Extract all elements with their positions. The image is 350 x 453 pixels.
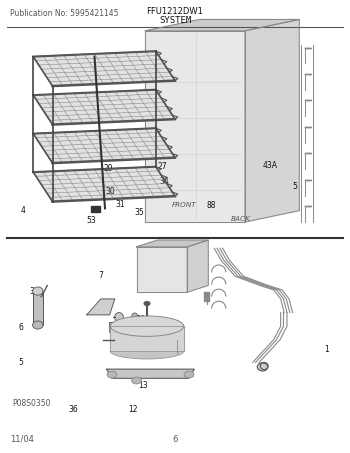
Polygon shape bbox=[33, 128, 175, 163]
Polygon shape bbox=[110, 326, 184, 351]
Polygon shape bbox=[187, 240, 208, 292]
Text: FRONT: FRONT bbox=[172, 202, 196, 207]
Polygon shape bbox=[33, 51, 175, 86]
Text: 5: 5 bbox=[18, 358, 23, 367]
Polygon shape bbox=[33, 167, 175, 202]
Text: 11: 11 bbox=[136, 315, 146, 324]
Polygon shape bbox=[136, 247, 187, 292]
Ellipse shape bbox=[115, 313, 124, 322]
Text: Publication No: 5995421145: Publication No: 5995421145 bbox=[10, 9, 119, 18]
Text: 6: 6 bbox=[18, 323, 23, 332]
Text: 12: 12 bbox=[128, 405, 137, 414]
Text: 88: 88 bbox=[206, 201, 216, 210]
Polygon shape bbox=[107, 369, 194, 378]
Text: 4: 4 bbox=[21, 206, 26, 215]
Text: 6: 6 bbox=[172, 435, 178, 444]
Polygon shape bbox=[87, 299, 115, 315]
Polygon shape bbox=[33, 90, 175, 125]
Text: 3: 3 bbox=[30, 287, 35, 296]
Text: 35: 35 bbox=[135, 208, 145, 217]
Text: 13: 13 bbox=[138, 381, 148, 390]
Text: 5: 5 bbox=[292, 182, 297, 191]
Ellipse shape bbox=[33, 287, 43, 295]
Bar bbox=[33, 291, 43, 325]
Text: 30: 30 bbox=[105, 187, 115, 196]
Text: 29: 29 bbox=[103, 164, 113, 173]
Text: 1: 1 bbox=[324, 345, 329, 354]
Text: 31: 31 bbox=[116, 200, 125, 209]
Text: BACK: BACK bbox=[231, 216, 251, 222]
Polygon shape bbox=[145, 31, 245, 222]
Bar bbox=[204, 292, 209, 301]
Ellipse shape bbox=[110, 343, 184, 359]
Text: 7: 7 bbox=[98, 271, 103, 280]
Text: 43A: 43A bbox=[262, 161, 278, 170]
Bar bbox=[108, 322, 119, 332]
Polygon shape bbox=[136, 240, 208, 247]
Text: FFU1212DW1: FFU1212DW1 bbox=[147, 7, 203, 16]
Ellipse shape bbox=[257, 363, 268, 371]
Polygon shape bbox=[145, 19, 299, 31]
Text: 27: 27 bbox=[158, 162, 167, 171]
Ellipse shape bbox=[144, 301, 150, 306]
Polygon shape bbox=[245, 19, 299, 222]
Text: 11/04: 11/04 bbox=[10, 435, 34, 444]
Ellipse shape bbox=[132, 377, 141, 384]
Ellipse shape bbox=[132, 313, 138, 321]
Ellipse shape bbox=[107, 371, 117, 378]
Ellipse shape bbox=[33, 321, 43, 329]
Text: P08S0350: P08S0350 bbox=[12, 399, 51, 408]
Text: 34: 34 bbox=[159, 177, 169, 186]
Ellipse shape bbox=[110, 316, 184, 336]
Bar bbox=[91, 206, 100, 212]
Text: 36: 36 bbox=[68, 405, 78, 414]
Ellipse shape bbox=[184, 371, 194, 378]
Polygon shape bbox=[87, 299, 101, 315]
Text: SYSTEM: SYSTEM bbox=[159, 16, 191, 25]
Text: 53: 53 bbox=[87, 216, 97, 225]
